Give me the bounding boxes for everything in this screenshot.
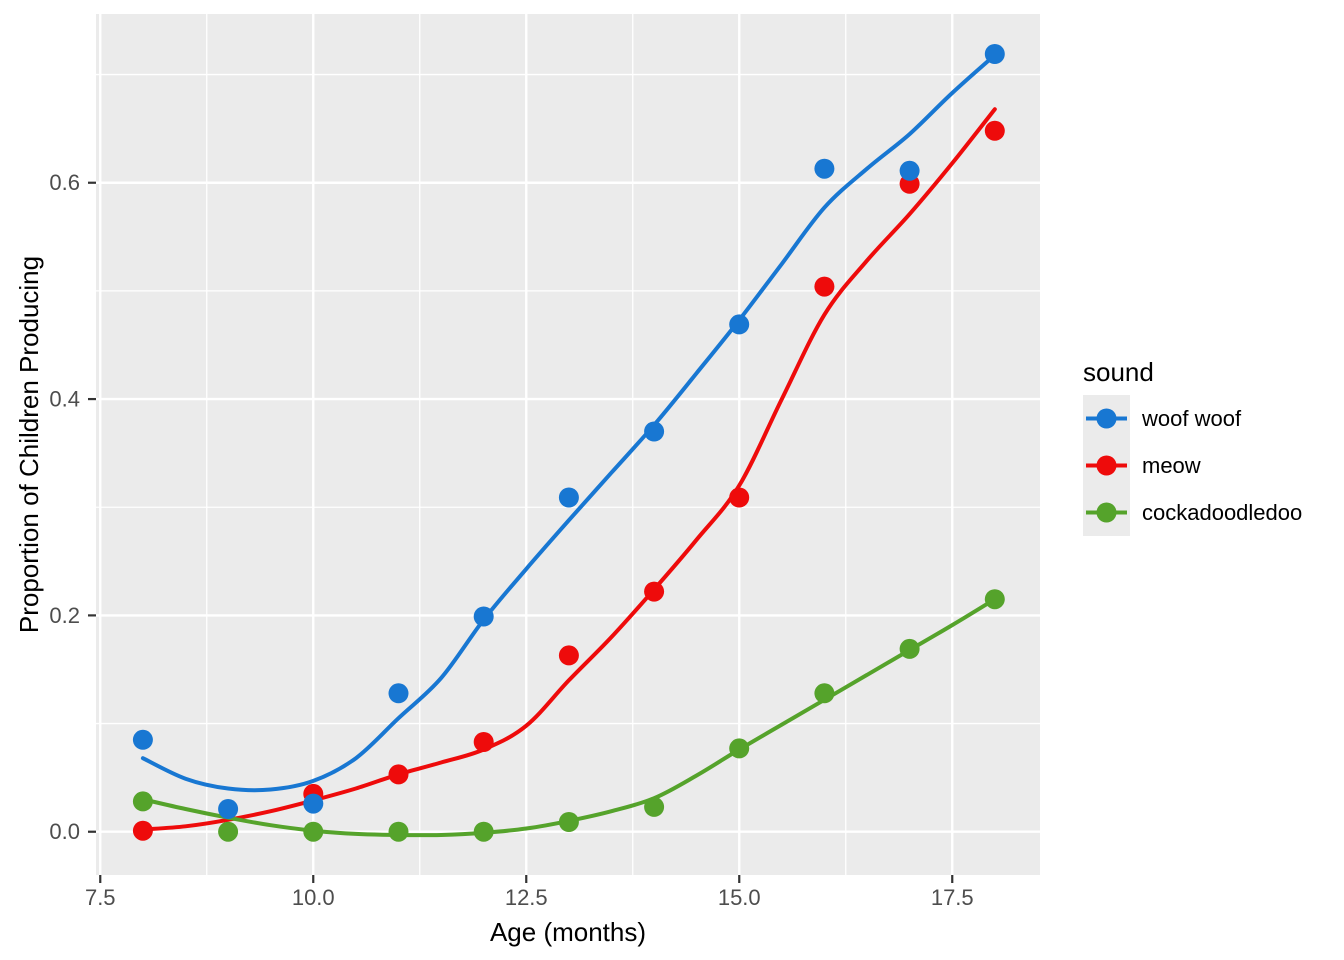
data-point (473, 821, 494, 842)
data-point (558, 812, 579, 832)
data-point (729, 487, 750, 508)
data-point (388, 764, 409, 785)
legend-key-point (1096, 455, 1117, 476)
data-point (814, 276, 835, 297)
data-point (814, 158, 835, 179)
legend-item-label: cockadoodledoo (1142, 500, 1302, 525)
y-tick-label: 0.2 (49, 603, 80, 628)
data-point (644, 796, 665, 817)
series-points-woof-woof (132, 44, 1005, 819)
legend-key-point (1096, 408, 1117, 429)
data-point (558, 645, 579, 666)
data-point (984, 120, 1005, 141)
y-axis-title: Proportion of Children Producing (14, 256, 44, 633)
minor-gridlines (96, 14, 1040, 875)
y-tick-label: 0.4 (49, 387, 80, 412)
data-point (558, 487, 579, 508)
data-point (132, 729, 153, 750)
data-point (473, 606, 494, 627)
y-tick-label: 0.6 (49, 170, 80, 195)
legend-item-cockadoodledoo: cockadoodledoo (1083, 489, 1302, 536)
data-point (218, 821, 239, 842)
data-point (899, 160, 920, 181)
data-point (899, 638, 920, 659)
data-point (729, 314, 750, 335)
data-point (218, 799, 239, 819)
x-tick-label: 17.5 (931, 885, 974, 910)
legend-key-point (1096, 502, 1117, 523)
data-point (388, 821, 409, 842)
data-point (729, 738, 750, 759)
data-point (814, 683, 835, 704)
legend-item-meow: meow (1083, 442, 1201, 489)
data-point (132, 791, 153, 812)
legend-item-woof-woof: woof woof (1083, 395, 1242, 442)
legend-title: sound (1083, 357, 1154, 387)
series-curve-meow (140, 107, 997, 832)
data-point (132, 820, 153, 841)
legend: sound woof woof meow cockadoodledoo (1083, 357, 1302, 536)
data-point (303, 793, 324, 814)
data-point (984, 589, 1005, 610)
x-tick-label: 12.5 (505, 885, 548, 910)
legend-item-label: woof woof (1141, 406, 1242, 431)
data-point (473, 732, 494, 752)
x-tick-label: 10.0 (292, 885, 335, 910)
data-point (388, 683, 409, 704)
y-tick-label: 0.0 (49, 819, 80, 844)
legend-item-label: meow (1142, 453, 1201, 478)
series-points-cockadoodledoo (132, 589, 1005, 842)
data-point (303, 821, 324, 842)
major-gridlines (96, 14, 1040, 875)
x-axis-title: Age (months) (490, 917, 646, 947)
data-point (984, 44, 1005, 64)
x-tick-label: 7.5 (85, 885, 116, 910)
series-curve-woof-woof (140, 53, 997, 793)
data-point (644, 421, 665, 442)
axis-ticks (88, 181, 954, 883)
x-tick-label: 15.0 (718, 885, 761, 910)
data-point (644, 581, 665, 602)
